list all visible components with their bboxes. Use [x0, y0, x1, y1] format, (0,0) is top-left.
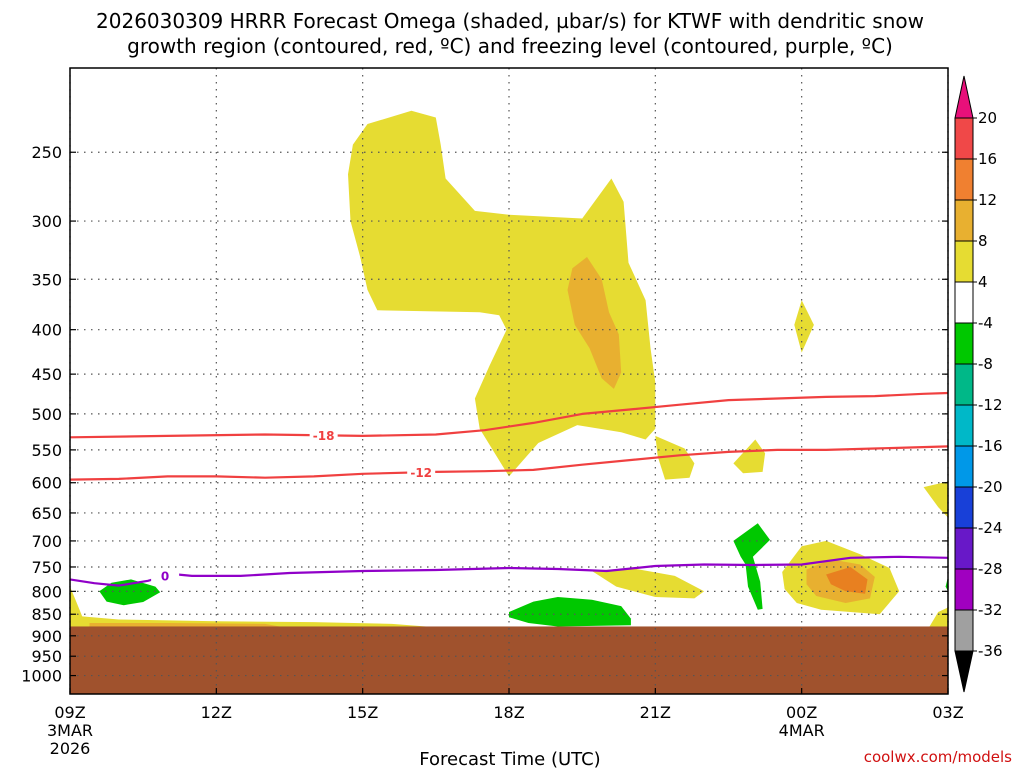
omega-shading: [70, 110, 948, 630]
colorbar-box--28: [954, 568, 974, 611]
y-tick-label-800: 800: [31, 582, 62, 601]
colorbar-box--20: [954, 486, 974, 529]
colorbar-label-4: 4: [978, 273, 988, 291]
y-tick-label-550: 550: [31, 441, 62, 460]
colorbar-label-16: 16: [978, 150, 997, 168]
colorbar-label--8: -8: [978, 355, 993, 373]
colorbar-box-20: [954, 117, 974, 160]
omega-region-upper-ascent: [348, 110, 656, 477]
chart-title-line2: growth region (contoured, red, ºC) and f…: [127, 34, 893, 58]
omega-region-descent-1930z: [509, 597, 631, 627]
y-tick-label-300: 300: [31, 212, 62, 231]
y-tick-label-500: 500: [31, 405, 62, 424]
contour-label-bg: [309, 428, 338, 443]
colorbar-box--16: [954, 445, 974, 488]
x-axis-label: Forecast Time (UTC): [419, 749, 600, 768]
colorbar-box--24: [954, 527, 974, 570]
omega-region-small-ascent-00z-upper: [794, 300, 814, 353]
colorbar-box--8: [954, 363, 974, 406]
y-tick-label-650: 650: [31, 504, 62, 523]
x-tick-label-12Z: 12Z: [201, 703, 232, 722]
contour-label-0C: 0: [161, 570, 169, 584]
omega-region-near-surface-ascent-core: [89, 623, 280, 627]
x-tick-label-03Z: 03Z: [932, 703, 963, 722]
omega-region-near-surface-ascent: [70, 586, 427, 627]
colorbar-label--36: -36: [978, 642, 1003, 660]
colorbar-label-20: 20: [978, 109, 997, 127]
colorbar-label-12: 12: [978, 191, 997, 209]
colorbar-label--28: -28: [978, 560, 1003, 578]
colorbar-box-16: [954, 158, 974, 201]
terrain-below-ground: [70, 626, 948, 694]
omega-region-small-ascent-02z-edge: [923, 481, 948, 518]
credit-text: coolwx.com/models: [864, 748, 1012, 766]
temperature-contours: -18 -12 0: [69, 391, 949, 587]
x-tick-label-21Z: 21Z: [640, 703, 671, 722]
colorbar-box-12: [954, 199, 974, 242]
colorbar-label--4: -4: [978, 314, 993, 332]
x-tick-date-09Z: 3MAR: [47, 721, 93, 740]
x-tick-label-15Z: 15Z: [347, 703, 378, 722]
colorbar-box-4: [954, 281, 974, 324]
y-tick-label-900: 900: [31, 627, 62, 646]
y-tick-label-600: 600: [31, 474, 62, 493]
x-tick-label-18Z: 18Z: [493, 703, 524, 722]
colorbar-label--12: -12: [978, 396, 1003, 414]
colorbar-label--32: -32: [978, 601, 1003, 619]
colorbar-box--12: [954, 404, 974, 447]
y-tick-label-350: 350: [31, 270, 62, 289]
colorbar-box--4: [954, 322, 974, 365]
colorbar-bottom-triangle: [954, 650, 974, 693]
contour-label--12C: -12: [410, 466, 432, 480]
omega-region-lower-ascent-02z-edge: [928, 607, 948, 630]
contour-label-bg: [407, 465, 436, 480]
contour-label-bg: [151, 569, 180, 584]
omega-region-upper-ascent-core: [567, 257, 622, 389]
x-tick-date-00Z: 4MAR: [779, 721, 825, 740]
pressure-axis: 250 300 350 400 450 500 550 600 650 700 750 800 850 9…: [21, 143, 948, 686]
colorbar: 20 16 12 8 4 -4 -8 -12 -16 -20 -24 -28 -32 -36: [954, 75, 1003, 693]
omega-region-lower-ascent-01z-max: [826, 567, 868, 594]
x-tick-year-09Z: 2026: [50, 739, 91, 758]
colorbar-box-8: [954, 240, 974, 283]
y-tick-label-950: 950: [31, 647, 62, 666]
colorbar-top-triangle: [954, 75, 974, 119]
omega-region-mid-ascent-2030z: [591, 568, 705, 599]
y-tick-label-1000: 1000: [21, 667, 62, 686]
y-tick-label-750: 750: [31, 558, 62, 577]
colorbar-box--32: [954, 609, 974, 652]
colorbar-label--20: -20: [978, 478, 1003, 496]
colorbar-label--24: -24: [978, 519, 1003, 537]
omega-region-descent-2330z: [733, 523, 770, 610]
contour-label--18C: -18: [313, 429, 335, 443]
omega-region-small-ascent-21z: [655, 435, 695, 480]
y-tick-label-700: 700: [31, 532, 62, 551]
y-tick-label-400: 400: [31, 321, 62, 340]
chart-title-line1: 2026030309 HRRR Forecast Omega (shaded, …: [96, 9, 924, 33]
y-tick-label-850: 850: [31, 605, 62, 624]
x-tick-label-09Z: 09Z: [54, 703, 85, 722]
omega-region-small-ascent-2330z: [733, 439, 766, 474]
colorbar-label--16: -16: [978, 437, 1003, 455]
y-tick-label-450: 450: [31, 365, 62, 384]
contour-line--12C-1: [69, 445, 949, 481]
x-tick-label-00Z: 00Z: [786, 703, 817, 722]
y-tick-label-250: 250: [31, 143, 62, 162]
colorbar-label-8: 8: [978, 232, 988, 250]
